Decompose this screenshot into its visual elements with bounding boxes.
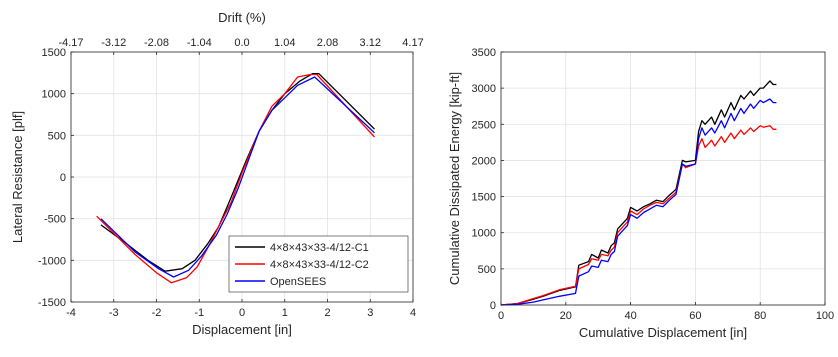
series-line-1 [96, 73, 375, 284]
top-tick-label: -2.08 [144, 37, 169, 49]
y-tick-label: 500 [48, 130, 66, 142]
x-tick-label: 80 [754, 310, 766, 322]
y-tick-label: 3000 [472, 83, 496, 95]
hysteresis-chart: -4 -3 -2 -1 0 1 2 3 4 -1500 -1000 -500 0 500 1000 1500… [10, 10, 424, 337]
top-tick-label: 0.0 [234, 37, 249, 49]
series-line-2 [500, 98, 777, 306]
right-plot-frame [500, 51, 826, 306]
x-tick-label: 1 [282, 307, 288, 319]
legend-label-c2: 4×8×43×33-4/12-C2 [270, 259, 369, 271]
y-tick-label: -1000 [38, 255, 66, 267]
top-tick-label: 4.17 [402, 37, 423, 49]
y-tick-label: 1000 [472, 228, 496, 240]
left-x-axis-label: Displacement [in] [192, 322, 292, 337]
series-line-2 [100, 76, 375, 278]
x-tick-label: 4 [410, 307, 416, 319]
x-tick-label: 2 [324, 307, 330, 319]
top-tick-label: -4.17 [58, 37, 83, 49]
legend-label-c1: 4×8×43×33-4/12-C1 [270, 242, 369, 254]
x-tick-label: 0 [239, 307, 245, 319]
y-tick-label: -500 [44, 214, 66, 226]
top-tick-label: 2.08 [317, 37, 338, 49]
legend-label-opensees: OpenSEES [270, 276, 326, 288]
left-y-axis-label: Lateral Resistance [plf] [10, 111, 25, 243]
x-tick-label: 0 [498, 310, 504, 322]
x-tick-label: 20 [560, 310, 572, 322]
x-tick-label: -3 [109, 307, 119, 319]
y-tick-label: 1500 [472, 192, 496, 204]
right-grid [500, 51, 826, 306]
x-tick-label: 100 [816, 310, 834, 322]
y-tick-label: 2500 [472, 119, 496, 131]
legend: 4×8×43×33-4/12-C1 4×8×43×33-4/12-C2 Open… [228, 235, 409, 293]
y-tick-label: -1500 [38, 297, 66, 309]
left-x-tick-labels: -4 -3 -2 -1 0 1 2 3 4 [66, 299, 416, 319]
x-tick-label: -2 [152, 307, 162, 319]
right-y-tick-labels: 0 500 1000 1500 2000 2500 3000 3500 [472, 47, 504, 312]
y-tick-label: 0 [60, 172, 66, 184]
x-tick-label: 3 [367, 307, 373, 319]
left-series [96, 73, 375, 284]
x-tick-label: 60 [689, 310, 701, 322]
y-tick-label: 2000 [472, 155, 496, 167]
top-tick-label: 1.04 [274, 37, 295, 49]
left-top-axis-label: Drift (%) [218, 10, 266, 25]
right-x-tick-labels: 0 20 40 60 80 100 [498, 302, 834, 322]
y-tick-label: 500 [478, 264, 496, 276]
right-x-axis-label: Cumulative Displacement [in] [579, 325, 747, 340]
series-line-0 [500, 80, 777, 306]
energy-chart: 0 20 40 60 80 100 0 500 1000 1500 2000 2500 3000 350… [447, 47, 834, 340]
x-tick-label: 40 [624, 310, 636, 322]
right-series [500, 80, 777, 306]
top-tick-label: -3.12 [101, 37, 126, 49]
top-tick-label: 3.12 [360, 37, 381, 49]
y-tick-label: 3500 [472, 47, 496, 59]
y-tick-label: 0 [490, 300, 496, 312]
series-line-1 [500, 125, 777, 306]
x-tick-label: -4 [66, 307, 76, 319]
y-tick-label: 1000 [42, 89, 66, 101]
series-line-0 [100, 73, 375, 272]
x-tick-label: -1 [194, 307, 204, 319]
top-tick-label: -1.04 [187, 37, 212, 49]
left-top-tick-labels: -4.17 -3.12 -2.08 -1.04 0.0 1.04 2.08 3.12 4.17 [58, 37, 424, 55]
left-y-tick-labels: -1500 -1000 -500 0 500 1000 1500 [38, 47, 74, 309]
y-tick-label: 1500 [42, 47, 66, 59]
right-y-axis-label: Cumulative Dissipated Energy [kip-ft] [447, 72, 462, 285]
